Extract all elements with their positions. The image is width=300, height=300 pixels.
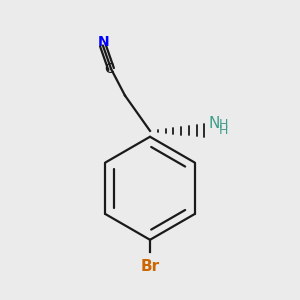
Text: H: H — [219, 118, 228, 131]
Text: H: H — [219, 124, 228, 137]
Text: N: N — [98, 35, 109, 49]
Text: C: C — [104, 62, 114, 76]
Text: N: N — [209, 116, 220, 131]
Text: Br: Br — [140, 259, 160, 274]
